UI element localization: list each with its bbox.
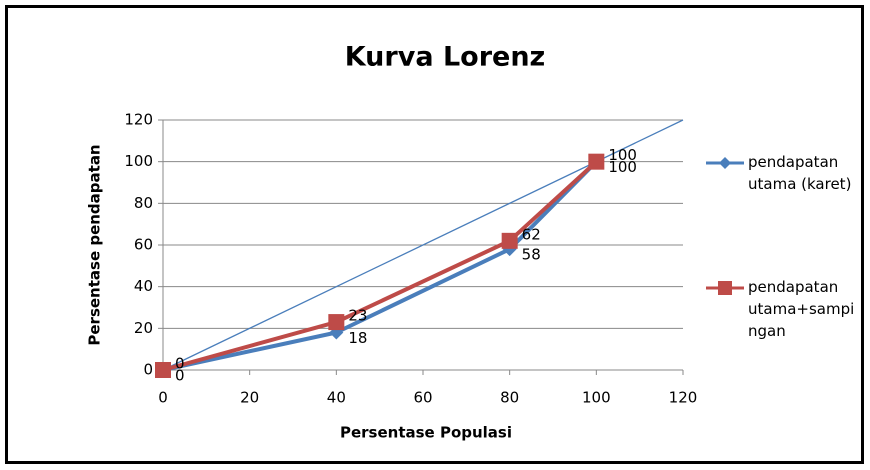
x-tick-label: 80	[500, 389, 519, 407]
y-tick-label: 60	[134, 236, 153, 254]
x-tick-label: 40	[327, 389, 346, 407]
legend-label: pendapatan utama (karet)	[748, 153, 852, 193]
marker	[588, 153, 605, 170]
y-tick-label: 40	[134, 277, 153, 295]
data-label: 23	[348, 307, 367, 325]
marker	[328, 314, 345, 331]
x-tick-label: 120	[669, 389, 698, 407]
data-label: 18	[348, 329, 367, 347]
data-label: 58	[522, 246, 541, 264]
legend-swatch	[719, 157, 731, 169]
marker	[501, 232, 518, 249]
data-label: 0	[175, 367, 185, 385]
data-label: 0	[175, 355, 185, 373]
x-tick-label: 20	[240, 389, 259, 407]
x-tick-label: 0	[158, 389, 168, 407]
y-tick-label: 120	[124, 111, 153, 129]
y-tick-label: 20	[134, 319, 153, 337]
chart-border	[5, 5, 864, 464]
x-tick-label: 100	[582, 389, 611, 407]
marker	[155, 362, 171, 378]
chart-title: Kurva Lorenz	[345, 42, 546, 73]
data-label: 100	[608, 146, 637, 164]
y-tick-label: 100	[124, 152, 153, 170]
y-tick-label: 0	[143, 361, 153, 379]
series-line	[162, 160, 598, 372]
data-label: 62	[522, 225, 541, 243]
y-axis-label: Persentase pendapatan	[86, 144, 104, 345]
data-label: 100	[608, 158, 637, 176]
series-line	[162, 160, 598, 372]
x-tick-label: 60	[413, 389, 432, 407]
legend-label: pendapatan utama+sampingan	[748, 278, 855, 340]
y-tick-label: 80	[134, 194, 153, 212]
x-axis-label: Persentase Populasi	[340, 424, 512, 442]
legend-swatch	[718, 281, 732, 295]
